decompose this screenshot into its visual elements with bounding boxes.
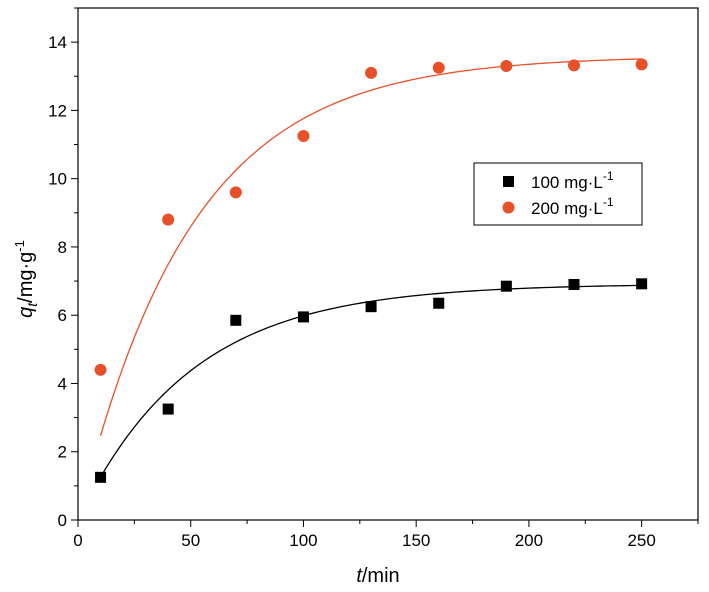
y-tick-label: 10 xyxy=(48,170,67,189)
x-tick-label: 150 xyxy=(402,531,430,550)
y-tick-label: 14 xyxy=(48,33,67,52)
y-tick-label: 6 xyxy=(58,306,67,325)
data-points xyxy=(94,58,648,483)
data-point-series-0 xyxy=(230,314,242,326)
data-point-series-1 xyxy=(94,363,107,376)
x-axis-title-italic: t xyxy=(356,565,363,587)
data-point-series-1 xyxy=(568,59,580,72)
data-point-series-1 xyxy=(432,61,445,74)
legend-box xyxy=(473,162,643,226)
legend: 100 mg·L-1 200 mg·L-1 xyxy=(473,162,643,226)
y-tick-label: 12 xyxy=(48,101,67,120)
data-point-series-0 xyxy=(95,471,107,483)
y-axis-title-rest: /mg·g xyxy=(15,252,37,303)
data-point-series-0 xyxy=(365,301,377,313)
legend-label-100-text: 100 mg·L xyxy=(531,173,603,192)
legend-label-200: 200 mg·L-1 xyxy=(531,195,614,218)
data-point-series-1 xyxy=(162,213,175,226)
plot-frame xyxy=(77,7,699,521)
y-axis-title: qt/mg·g-1 xyxy=(12,240,40,318)
y-tick-label: 2 xyxy=(58,443,67,462)
data-point-series-1 xyxy=(365,66,378,79)
legend-label-100: 100 mg·L-1 xyxy=(531,169,614,192)
legend-label-200-text: 200 mg·L xyxy=(531,199,603,218)
data-point-series-1 xyxy=(500,60,513,73)
data-point-series-0 xyxy=(636,278,648,290)
legend-marker-200 xyxy=(502,201,515,214)
x-axis-title-rest: /min xyxy=(362,565,400,587)
axis-ticks: 0 50 100 150 200 250 0 2 4 6 8 10 12 14 xyxy=(48,7,699,550)
x-axis-title: t/min xyxy=(356,565,399,587)
data-point-series-0 xyxy=(162,403,174,415)
fit-curve-series-1 xyxy=(99,58,642,437)
x-tick-label: 250 xyxy=(627,531,655,550)
y-tick-label: 8 xyxy=(58,238,67,257)
x-tick-label: 100 xyxy=(289,531,317,550)
y-tick-label: 0 xyxy=(58,511,67,530)
y-axis-title-sup: -1 xyxy=(12,240,27,252)
legend-label-100-sup: -1 xyxy=(603,169,614,183)
x-tick-label: 50 xyxy=(181,531,200,550)
x-tick-label: 200 xyxy=(515,531,543,550)
y-axis-title-sub: t xyxy=(24,302,40,307)
x-tick-label: 0 xyxy=(73,531,82,550)
data-point-series-0 xyxy=(568,278,580,290)
data-point-series-1 xyxy=(635,58,648,71)
legend-marker-100 xyxy=(503,176,514,187)
data-point-series-1 xyxy=(229,186,242,199)
data-point-series-0 xyxy=(433,297,445,309)
data-point-series-0 xyxy=(297,311,309,323)
data-point-series-0 xyxy=(500,280,512,292)
legend-label-200-sup: -1 xyxy=(603,195,614,209)
y-tick-label: 4 xyxy=(58,374,67,393)
y-axis-title-italic: q xyxy=(15,307,37,318)
data-point-series-1 xyxy=(297,130,310,142)
